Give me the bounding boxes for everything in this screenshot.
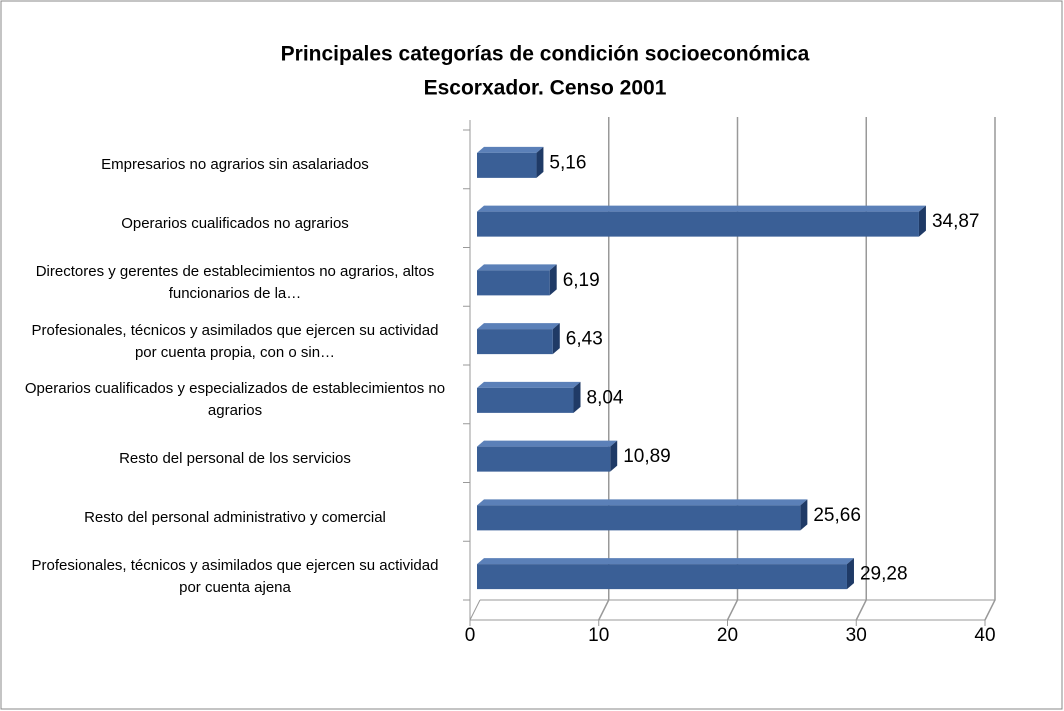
x-tick-label: 10: [588, 625, 609, 646]
bar: [477, 146, 544, 178]
chart-subtitle: Escorxador. Censo 2001: [424, 77, 667, 100]
value-label: 29,28: [860, 564, 908, 585]
grid-line: [984, 117, 996, 621]
y-tick-label: Resto del personal administrativo y come…: [84, 508, 386, 526]
bar: [477, 499, 808, 531]
bar-face: [477, 558, 854, 565]
bar-face: [477, 440, 618, 447]
x-tick-label: 20: [717, 625, 738, 646]
y-tick-label: Operarios cualificados no agrarios: [121, 215, 349, 233]
grid-line: [855, 117, 867, 621]
value-label: 25,66: [813, 505, 861, 526]
value-label: 6,19: [563, 270, 600, 291]
bar-face: [610, 440, 618, 472]
bar-face: [477, 146, 544, 153]
bar-face: [477, 205, 926, 212]
bar: [477, 381, 581, 413]
bar-face: [477, 323, 560, 330]
value-label: 34,87: [932, 211, 980, 232]
bar-face: [573, 381, 581, 413]
bar-face: [477, 564, 847, 590]
bar-face: [477, 270, 550, 296]
bar-face: [477, 381, 581, 388]
value-label: 8,04: [587, 387, 624, 408]
chart-title: Principales categorías de condición soci…: [281, 43, 810, 66]
x-tick-label: 40: [974, 625, 995, 646]
y-tick-label: Operarios cualificados y especializados …: [24, 380, 446, 420]
bar-face: [536, 146, 544, 178]
bar-face: [477, 264, 557, 271]
bar-face: [552, 323, 560, 355]
bar-face: [477, 211, 919, 237]
bar: [477, 205, 926, 237]
x-tick-label: 0: [465, 625, 476, 646]
value-label: 6,43: [566, 329, 603, 350]
bar: [477, 440, 618, 472]
y-tick-label: Directores y gerentes de establecimiento…: [35, 262, 435, 302]
y-tick-label: Profesionales, técnicos y asimilados que…: [31, 321, 439, 361]
y-tick-label: Resto del personal de los servicios: [119, 450, 351, 468]
y-tick-label: Profesionales, técnicos y asimilados que…: [31, 556, 439, 596]
bar-face: [846, 558, 854, 590]
y-tick-label: Empresarios no agrarios sin asalariados: [101, 156, 369, 174]
bar-face: [477, 446, 611, 472]
bar-face: [477, 387, 574, 413]
bar: [477, 264, 557, 296]
x-tick-label: 30: [846, 625, 867, 646]
grid-line: [598, 117, 610, 621]
bar-face: [918, 205, 926, 237]
bar-face: [549, 264, 557, 296]
value-label: 10,89: [623, 446, 671, 467]
bar-face: [800, 499, 808, 531]
grid-line: [726, 117, 739, 621]
bar-face: [477, 499, 808, 506]
left-floor-edge: [469, 599, 481, 621]
bar-face: [477, 505, 801, 531]
bar-face: [477, 152, 537, 178]
bar-face: [477, 329, 553, 355]
value-label: 5,16: [549, 152, 586, 173]
bar: [477, 323, 560, 355]
bar: [477, 558, 854, 590]
